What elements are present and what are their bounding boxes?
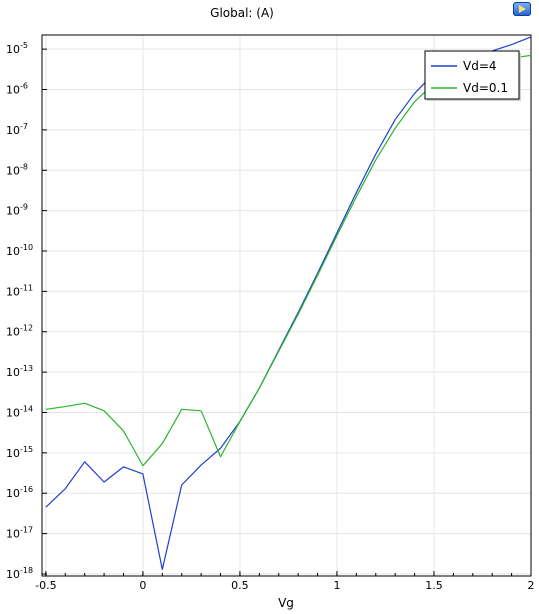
legend-label: Vd=0.1 (463, 81, 508, 95)
legend-box (424, 50, 520, 100)
y-tick-label: 10-5 (6, 41, 28, 56)
series-line-1 (45, 36, 532, 570)
y-tick-label: 10-7 (6, 122, 28, 137)
x-tick-label: 1.5 (425, 579, 443, 592)
y-tick-label: 10-9 (6, 203, 28, 218)
y-tick-label: 10-12 (6, 324, 33, 339)
y-tick-label: 10-6 (6, 82, 28, 97)
x-tick-label: 0.5 (231, 579, 249, 592)
x-tick-label: 0 (139, 579, 146, 592)
x-tick-label: 2 (528, 579, 535, 592)
x-tick-label: 1 (333, 579, 340, 592)
y-tick-label: 10-10 (6, 243, 33, 258)
x-axis-ticks: -0.5 0 0.5 1 1.5 2 (35, 571, 535, 592)
legend[interactable]: Vd=4 Vd=0.1 (424, 50, 521, 101)
plot-title: Global: (A) (210, 6, 274, 20)
export-image-icon[interactable] (513, 2, 531, 16)
y-tick-label: 10-16 (6, 485, 33, 500)
y-axis-ticks: 10-18 10-17 10-16 10-15 10-14 10-13 10-12 10-11… (6, 41, 47, 581)
x-axis-label: Vg (278, 596, 294, 610)
grid-lines (42, 35, 532, 576)
legend-label: Vd=4 (463, 59, 497, 73)
y-tick-label: 10-18 (6, 566, 33, 581)
y-tick-label: 10-11 (6, 283, 33, 298)
y-tick-label: 10-8 (6, 162, 28, 177)
y-tick-label: 10-13 (6, 364, 33, 379)
series-layer (45, 36, 532, 570)
y-tick-label: 10-15 (6, 445, 33, 460)
series-line-2 (45, 54, 532, 467)
x-tick-label: -0.5 (35, 579, 56, 592)
plot-frame (41, 34, 532, 577)
y-tick-label: 10-17 (6, 526, 33, 541)
y-tick-label: 10-14 (6, 404, 33, 419)
